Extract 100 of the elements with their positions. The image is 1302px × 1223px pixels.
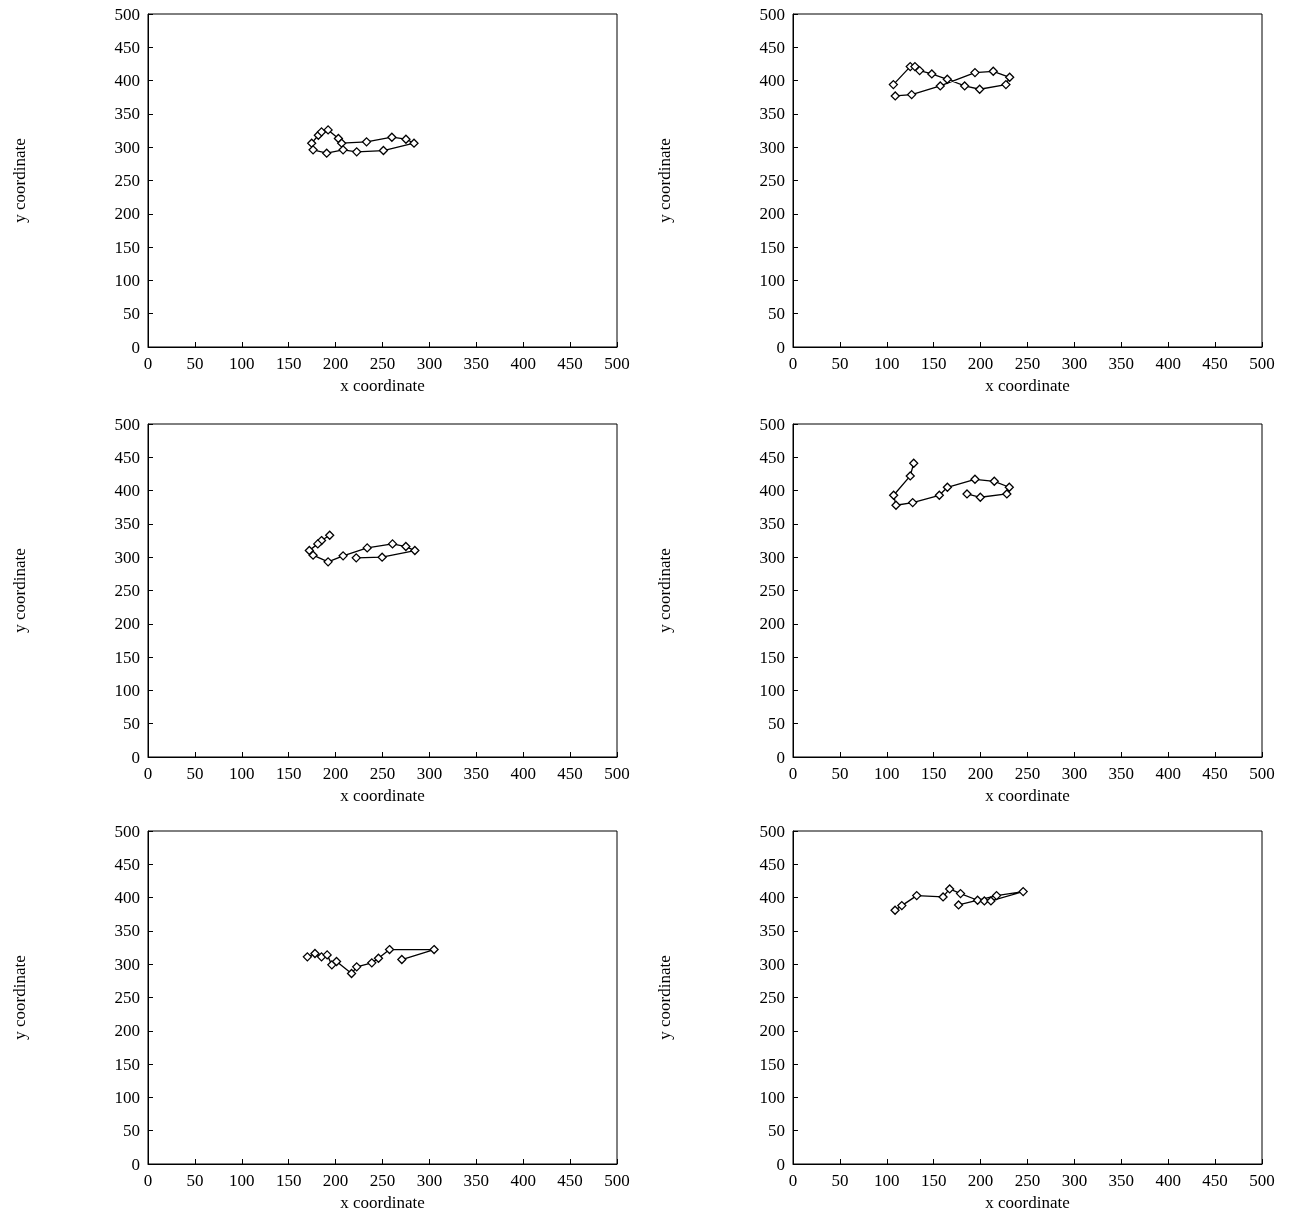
y-tick-label: 0 <box>776 1154 785 1174</box>
x-tick-label: 100 <box>874 1171 900 1190</box>
point <box>975 492 985 502</box>
x-tick-label: 150 <box>920 354 947 373</box>
point <box>914 65 925 76</box>
x-tick-label: 350 <box>1108 764 1135 783</box>
y-tick-label: 0 <box>131 747 140 767</box>
point <box>905 471 915 481</box>
y-tick-label: 100 <box>759 1087 785 1107</box>
y-tick-label: 500 <box>759 414 785 434</box>
point <box>910 61 920 72</box>
point <box>410 545 420 556</box>
x-tick-label: 200 <box>967 764 994 783</box>
y-tick-label: 100 <box>759 680 785 700</box>
y-tick-label: 450 <box>759 447 785 467</box>
point <box>953 900 964 910</box>
point <box>934 490 944 500</box>
point <box>962 489 972 499</box>
y-tick-label: 0 <box>131 337 140 357</box>
y-tick-label: 250 <box>114 988 140 1007</box>
point <box>955 888 966 899</box>
y-tick-label: 400 <box>759 71 785 91</box>
y-tick-label: 450 <box>114 854 140 874</box>
y-tick-label: 0 <box>131 1154 140 1174</box>
x-tick-label: 0 <box>788 354 798 373</box>
point <box>1001 79 1011 90</box>
x-tick-label: 0 <box>788 764 798 783</box>
point <box>970 67 980 78</box>
x-tick-label: 350 <box>463 1171 490 1190</box>
x-tick-label: 400 <box>510 354 536 373</box>
x-tick-label: 450 <box>557 1171 583 1190</box>
y-tick-label: 450 <box>759 854 785 874</box>
x-tick-label: 300 <box>416 354 443 373</box>
point <box>316 127 327 137</box>
point <box>908 497 918 508</box>
x-tick-label: 400 <box>510 1171 536 1190</box>
y-tick-label: 100 <box>759 270 785 290</box>
y-tick-label: 150 <box>759 647 785 667</box>
point <box>322 148 332 158</box>
point <box>401 541 411 552</box>
point <box>1004 482 1014 492</box>
x-tick-label: 200 <box>322 1171 349 1190</box>
point <box>991 890 1002 901</box>
y-tick-label: 400 <box>114 71 140 91</box>
point <box>979 896 989 906</box>
point <box>351 553 361 563</box>
x-tick-label: 500 <box>1249 764 1275 783</box>
y-tick-label: 50 <box>768 304 785 324</box>
y-tick-label: 200 <box>114 204 140 224</box>
point <box>367 958 377 968</box>
y-tick-label: 500 <box>759 4 785 24</box>
point <box>308 550 318 560</box>
x-axis-title: x coordinate <box>985 1192 1070 1212</box>
point <box>409 138 419 148</box>
point <box>352 962 362 972</box>
y-tick-label: 500 <box>114 4 140 24</box>
x-tick-label: 50 <box>186 1171 204 1190</box>
point <box>897 900 907 911</box>
x-tick-label: 350 <box>1108 1171 1135 1190</box>
y-tick-label: 350 <box>759 104 785 124</box>
x-tick-label: 200 <box>322 354 349 373</box>
point <box>927 69 937 79</box>
point <box>302 952 313 962</box>
y-tick-label: 100 <box>114 270 140 290</box>
y-tick-label: 50 <box>768 1121 785 1141</box>
x-tick-label: 0 <box>143 764 153 783</box>
point <box>307 138 317 148</box>
point <box>304 545 314 556</box>
y-tick-label: 50 <box>768 714 785 734</box>
point <box>890 91 900 101</box>
x-tick-label: 350 <box>463 764 490 783</box>
y-axis-title: y coordinate <box>655 138 674 223</box>
point <box>988 66 998 76</box>
point <box>337 138 347 148</box>
point <box>429 944 439 955</box>
point <box>308 145 318 155</box>
x-tick-label: 50 <box>831 764 849 783</box>
x-tick-label: 500 <box>604 1171 630 1190</box>
x-axis-title: x coordinate <box>340 785 425 805</box>
y-tick-label: 400 <box>759 481 785 501</box>
y-tick-label: 300 <box>759 547 785 567</box>
y-tick-label: 200 <box>759 1021 785 1041</box>
y-tick-label: 350 <box>759 921 785 941</box>
y-tick-label: 0 <box>776 337 785 357</box>
y-axis-title: y coordinate <box>10 955 29 1040</box>
y-tick-label: 150 <box>114 1054 140 1074</box>
y-tick-label: 250 <box>114 171 140 190</box>
point <box>989 476 999 486</box>
x-tick-label: 150 <box>920 764 947 783</box>
y-tick-label: 300 <box>114 137 140 157</box>
point <box>1002 489 1012 499</box>
y-tick-label: 350 <box>759 514 785 534</box>
x-axis-title: x coordinate <box>985 375 1070 395</box>
point <box>909 458 919 468</box>
point <box>945 884 955 894</box>
y-tick-label: 300 <box>114 954 140 974</box>
x-tick-label: 100 <box>874 354 900 373</box>
point <box>323 125 333 135</box>
point <box>891 500 901 510</box>
y-tick-label: 450 <box>759 37 785 57</box>
